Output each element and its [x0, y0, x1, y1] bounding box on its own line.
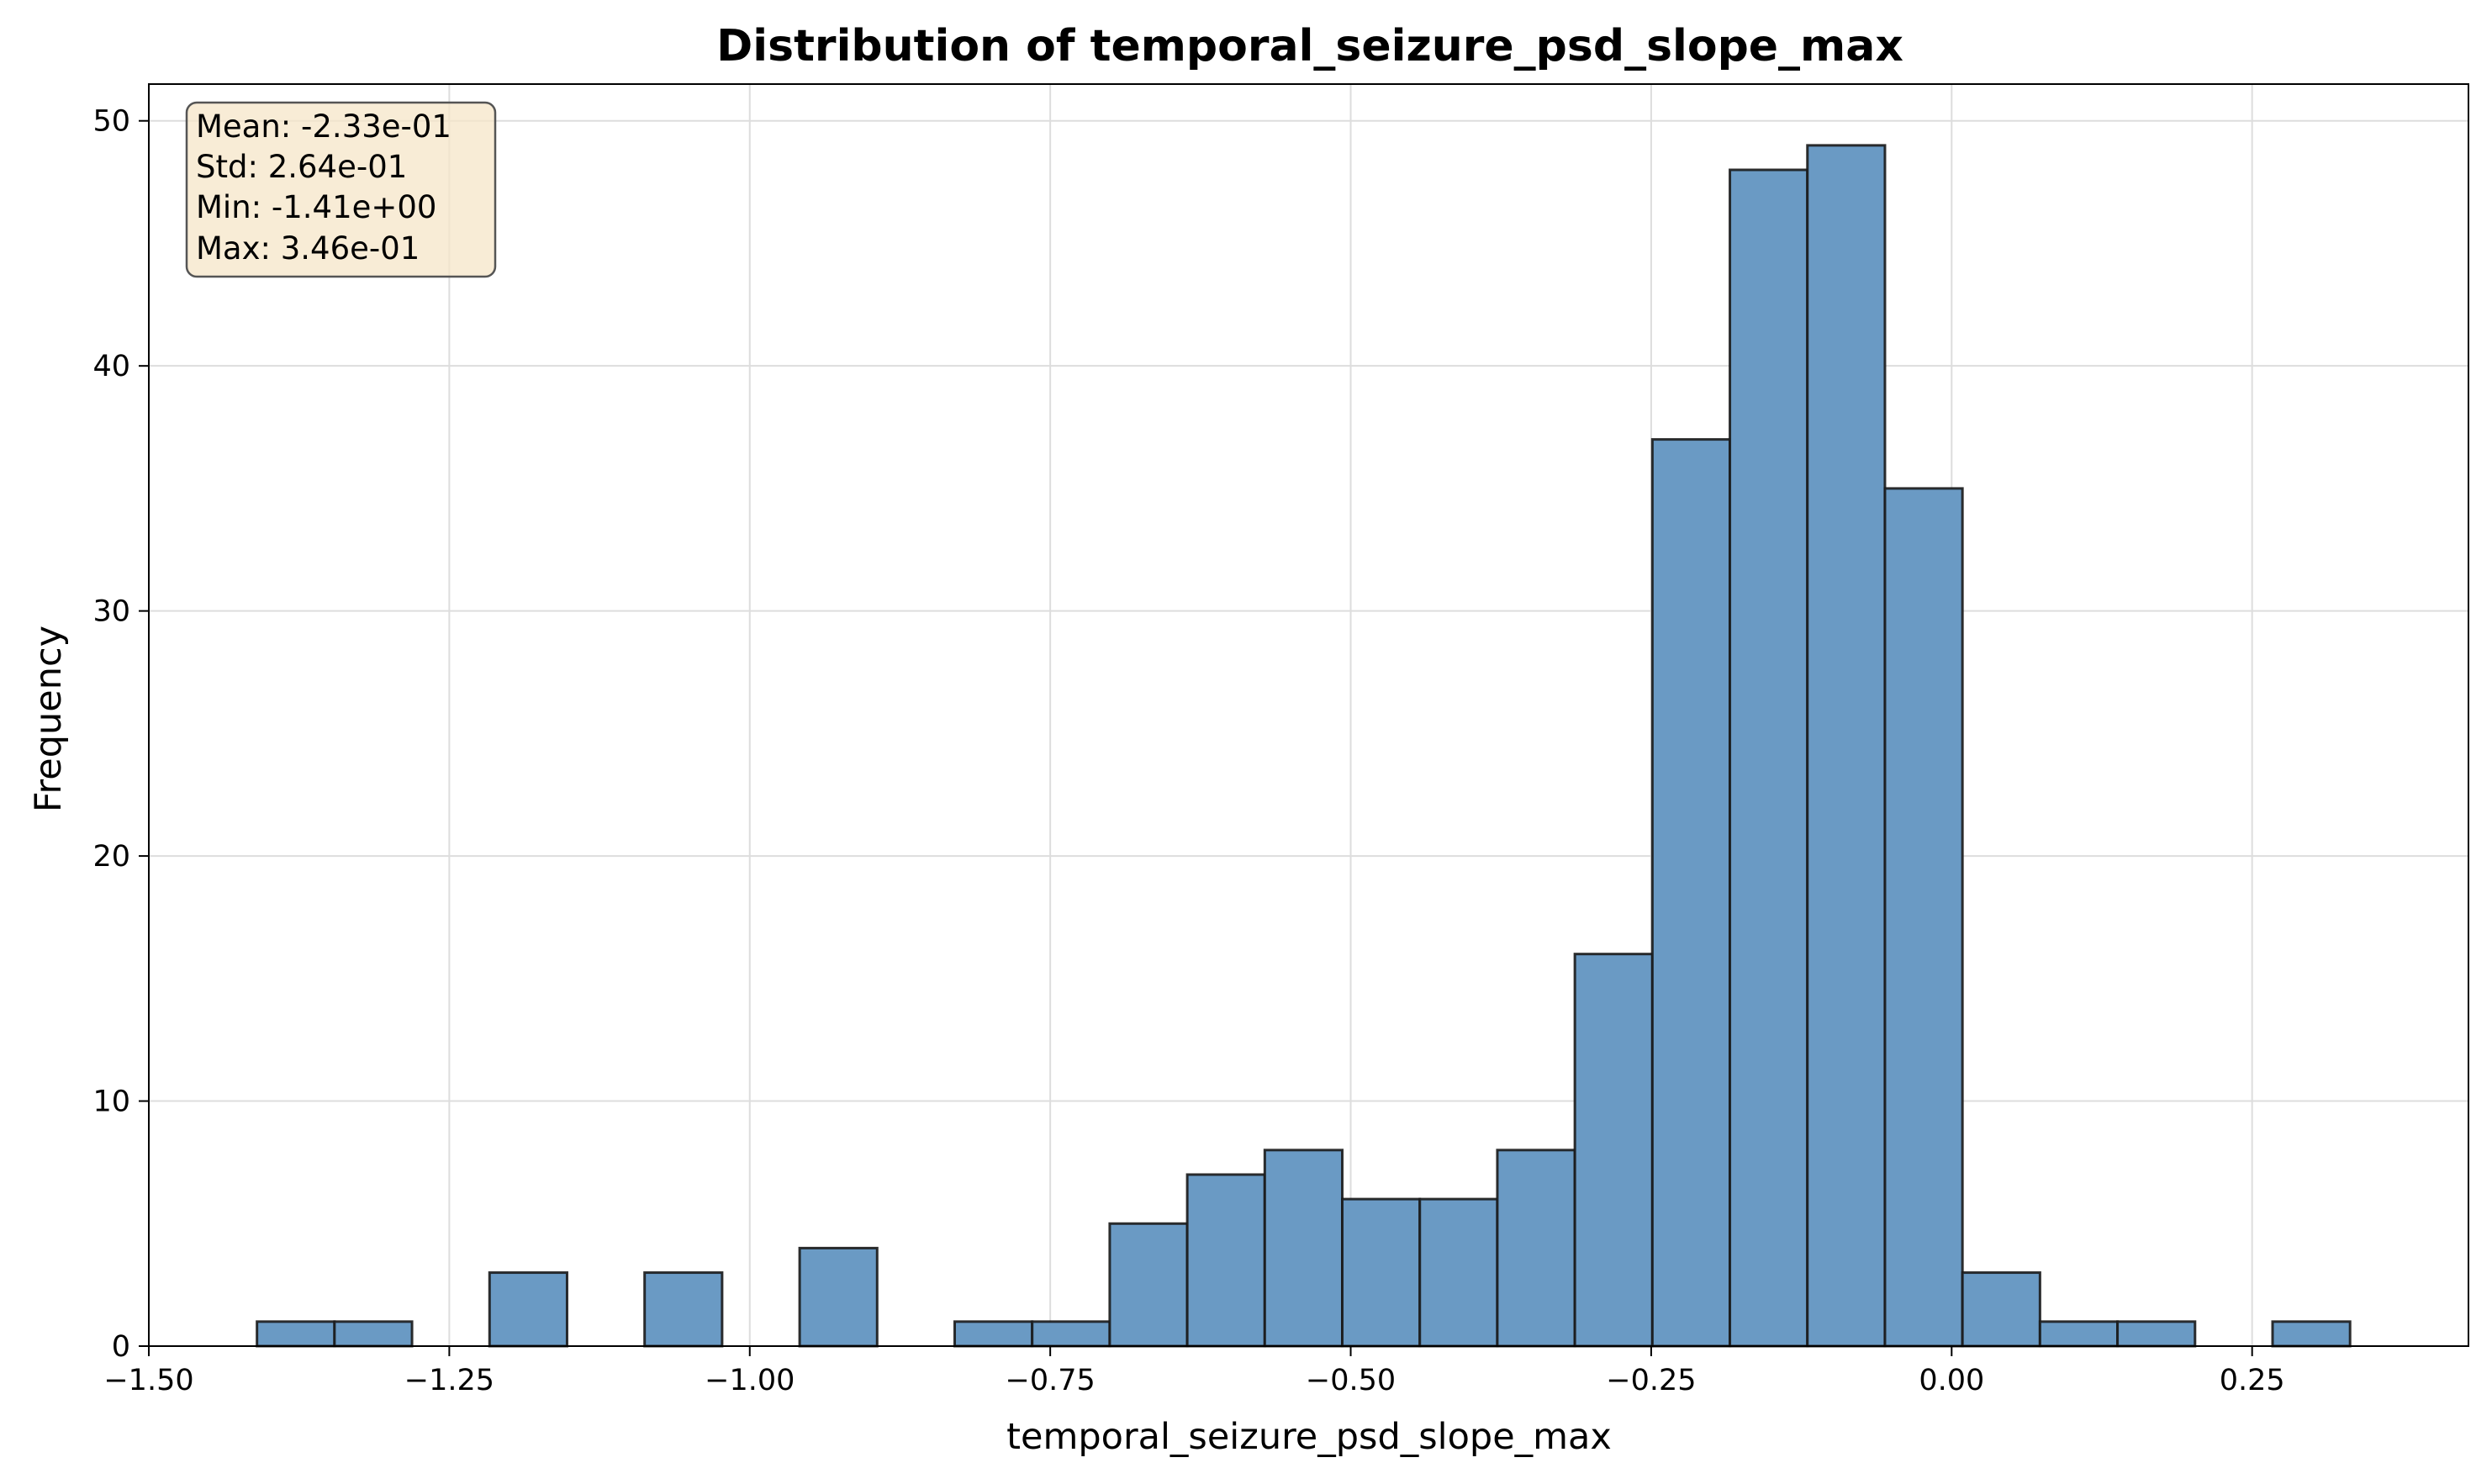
y-tick-label: 0 [112, 1330, 130, 1364]
histogram-bar [1806, 144, 1887, 1348]
y-tick-label: 40 [92, 350, 130, 383]
histogram-bar [1961, 1271, 2041, 1348]
histogram-bar [1263, 1149, 1344, 1348]
y-tick-label: 30 [92, 595, 130, 629]
histogram-bar [643, 1271, 724, 1348]
x-tick-label: −1.00 [705, 1364, 795, 1397]
plot-frame [148, 83, 2469, 1347]
histogram-bar [256, 1320, 336, 1348]
y-axis-ticks: 0 10 20 30 40 50 [92, 105, 149, 1364]
x-tick-label: −0.50 [1306, 1364, 1396, 1397]
histogram-bar [1729, 168, 1809, 1348]
histogram-bar [333, 1320, 414, 1348]
stats-std: Std: 2.64e-01 [196, 149, 407, 185]
stats-box: Mean: -2.33e-01 Std: 2.64e-01 Min: -1.41… [185, 101, 497, 278]
chart-title: Distribution of temporal_seizure_psd_slo… [716, 21, 1903, 71]
x-tick-label: 0.00 [1919, 1364, 1984, 1397]
histogram-bar [1496, 1149, 1576, 1348]
histogram-bar [1418, 1197, 1499, 1348]
stats-min: Min: -1.41e+00 [196, 189, 436, 225]
histogram-bar [1031, 1320, 1111, 1348]
x-axis-ticks: −1.50 −1.25 −1.00 −0.75 −0.50 −0.25 0.00 0.25 [103, 1346, 2285, 1397]
x-tick-label: 0.25 [2220, 1364, 2285, 1397]
x-tick-label: −1.50 [103, 1364, 193, 1397]
histogram-bar [2038, 1320, 2120, 1348]
histogram-bar [1108, 1222, 1189, 1348]
stats-mean: Mean: -2.33e-01 [196, 108, 451, 145]
x-axis-label: temporal_seizure_psd_slope_max [1006, 1416, 1612, 1458]
histogram-bar [1883, 487, 1964, 1348]
y-tick-label: 50 [92, 105, 130, 139]
x-tick-label: −0.75 [1006, 1364, 1096, 1397]
y-tick-label: 20 [92, 840, 130, 874]
histogram-bar [1650, 438, 1732, 1348]
histogram-bars [256, 144, 2352, 1348]
histogram-bar [1185, 1173, 1266, 1348]
histogram-bar [488, 1271, 568, 1348]
histogram-bar [953, 1320, 1034, 1348]
x-tick-label: −1.25 [404, 1364, 494, 1397]
histogram-bar [2116, 1320, 2197, 1348]
histogram-bar [2271, 1320, 2352, 1348]
histogram-bar [1341, 1197, 1422, 1348]
y-axis-label: Frequency [28, 626, 70, 812]
y-tick-label: 10 [92, 1085, 130, 1119]
histogram-bar [1573, 953, 1654, 1348]
x-tick-label: −0.25 [1606, 1364, 1696, 1397]
stats-box-background [185, 101, 497, 278]
stats-max: Max: 3.46e-01 [196, 230, 420, 267]
histogram-bar [798, 1246, 879, 1348]
